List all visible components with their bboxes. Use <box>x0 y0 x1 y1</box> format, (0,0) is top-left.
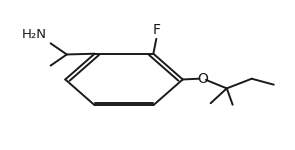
Text: O: O <box>197 72 208 86</box>
Text: F: F <box>153 23 161 37</box>
Text: H₂N: H₂N <box>22 28 47 41</box>
